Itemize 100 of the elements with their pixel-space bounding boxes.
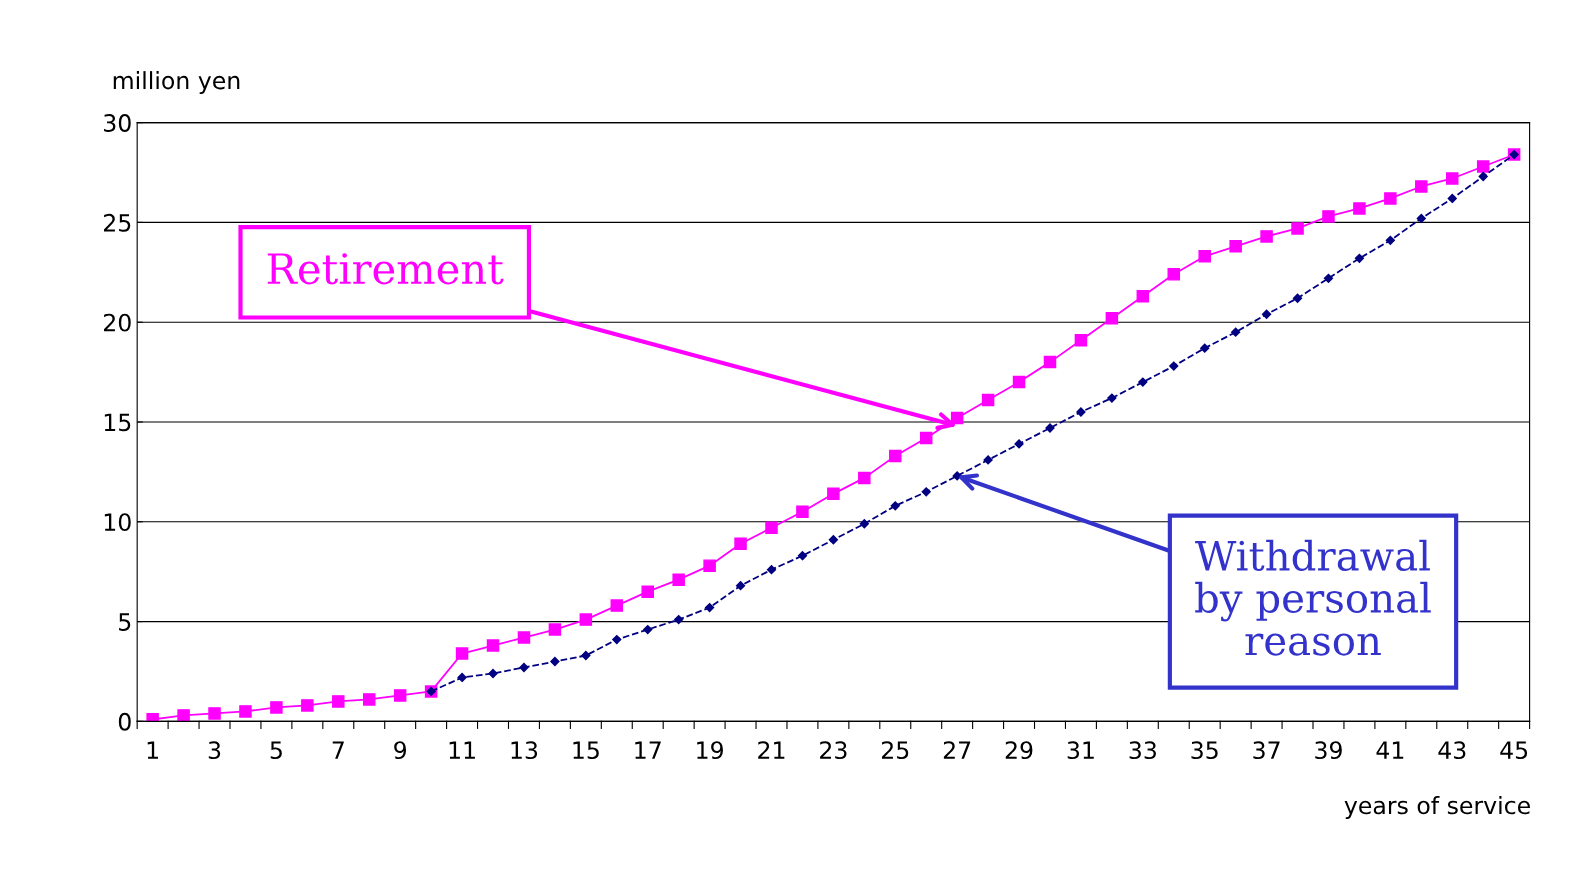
point xyxy=(1231,327,1241,337)
point xyxy=(332,695,345,708)
x-tick-label: 27 xyxy=(943,741,971,759)
point xyxy=(1198,250,1211,263)
point xyxy=(362,693,376,706)
point xyxy=(455,647,469,660)
point xyxy=(1353,202,1366,215)
point xyxy=(1291,222,1304,235)
point xyxy=(889,449,902,463)
x-tick-label: 3 xyxy=(208,741,221,760)
x-tick-label: 1 xyxy=(147,741,158,759)
point xyxy=(704,602,715,613)
point xyxy=(859,519,869,529)
point xyxy=(1447,193,1457,204)
y-tick-label: 20 xyxy=(103,313,131,332)
point xyxy=(1260,230,1273,243)
x-tick-label: 9 xyxy=(394,741,407,760)
point xyxy=(457,672,467,683)
point xyxy=(393,689,407,702)
point xyxy=(919,431,933,445)
point xyxy=(1105,311,1119,325)
point xyxy=(239,705,252,718)
x-tick-label: 15 xyxy=(573,741,599,760)
y-tick-label: 25 xyxy=(103,213,131,232)
point xyxy=(1138,377,1148,387)
x-tick-label: 37 xyxy=(1253,741,1280,760)
point xyxy=(1416,213,1426,224)
point xyxy=(1043,355,1057,369)
point xyxy=(581,650,591,661)
x-tick-label: 29 xyxy=(1005,741,1033,760)
y-tick-label: 5 xyxy=(119,613,131,631)
x-tick-label: 39 xyxy=(1315,741,1342,760)
point xyxy=(981,393,995,407)
point xyxy=(1074,333,1088,347)
point xyxy=(643,624,653,635)
point xyxy=(890,501,900,511)
x-tick-label: 5 xyxy=(270,741,282,760)
point xyxy=(270,701,283,714)
x-tick-label: 21 xyxy=(758,741,785,759)
x-tick-label: 43 xyxy=(1438,741,1466,760)
point xyxy=(488,668,498,679)
point xyxy=(921,487,931,497)
point xyxy=(983,455,993,465)
point xyxy=(1136,290,1150,303)
point xyxy=(301,699,314,712)
point xyxy=(1292,293,1303,303)
point xyxy=(1014,439,1024,449)
point xyxy=(674,614,684,625)
point xyxy=(519,662,529,673)
x-tick-label: 41 xyxy=(1376,741,1404,759)
point xyxy=(1322,210,1335,223)
y-tick-label: 30 xyxy=(104,114,131,132)
point xyxy=(1200,343,1210,353)
point xyxy=(517,631,531,644)
point xyxy=(952,471,962,481)
point xyxy=(827,487,840,501)
point xyxy=(1384,192,1397,205)
point xyxy=(672,573,685,586)
point xyxy=(1445,172,1459,185)
point xyxy=(641,585,654,598)
annotation: Retirement xyxy=(267,253,504,285)
point xyxy=(735,581,746,591)
point xyxy=(1415,180,1428,193)
x-tick-label: 33 xyxy=(1129,741,1156,760)
point xyxy=(797,551,808,561)
x-tick-label: 13 xyxy=(511,741,538,760)
point xyxy=(828,535,839,545)
y-tick-label: 10 xyxy=(104,513,131,532)
point xyxy=(1323,273,1334,283)
point xyxy=(1354,253,1365,263)
point xyxy=(703,559,716,572)
point xyxy=(1012,375,1026,389)
point xyxy=(1385,235,1395,245)
x-axis-title: years of service xyxy=(1344,796,1530,819)
x-tick-label: 17 xyxy=(635,741,661,759)
point xyxy=(858,471,871,485)
point xyxy=(950,411,964,425)
point xyxy=(1107,393,1117,403)
point xyxy=(177,709,190,722)
point xyxy=(766,565,777,575)
point xyxy=(610,599,624,612)
x-tick-label: 35 xyxy=(1191,741,1218,760)
point xyxy=(579,613,593,626)
point xyxy=(796,505,809,519)
y-axis-title: million yen xyxy=(113,71,240,94)
point xyxy=(550,656,560,667)
x-tick-label: 45 xyxy=(1500,741,1528,760)
point xyxy=(1229,240,1242,253)
point xyxy=(765,521,778,535)
y-tick-label: 0 xyxy=(118,712,131,731)
point xyxy=(208,707,221,720)
point xyxy=(1476,160,1490,173)
point xyxy=(734,537,747,550)
point xyxy=(1167,268,1181,281)
x-tick-label: 19 xyxy=(697,741,723,760)
annotation: Withdrawal by personal reason xyxy=(1195,539,1431,656)
y-tick-label: 15 xyxy=(104,413,131,432)
point xyxy=(1261,309,1272,319)
point xyxy=(486,639,500,652)
x-tick-label: 11 xyxy=(449,741,475,759)
